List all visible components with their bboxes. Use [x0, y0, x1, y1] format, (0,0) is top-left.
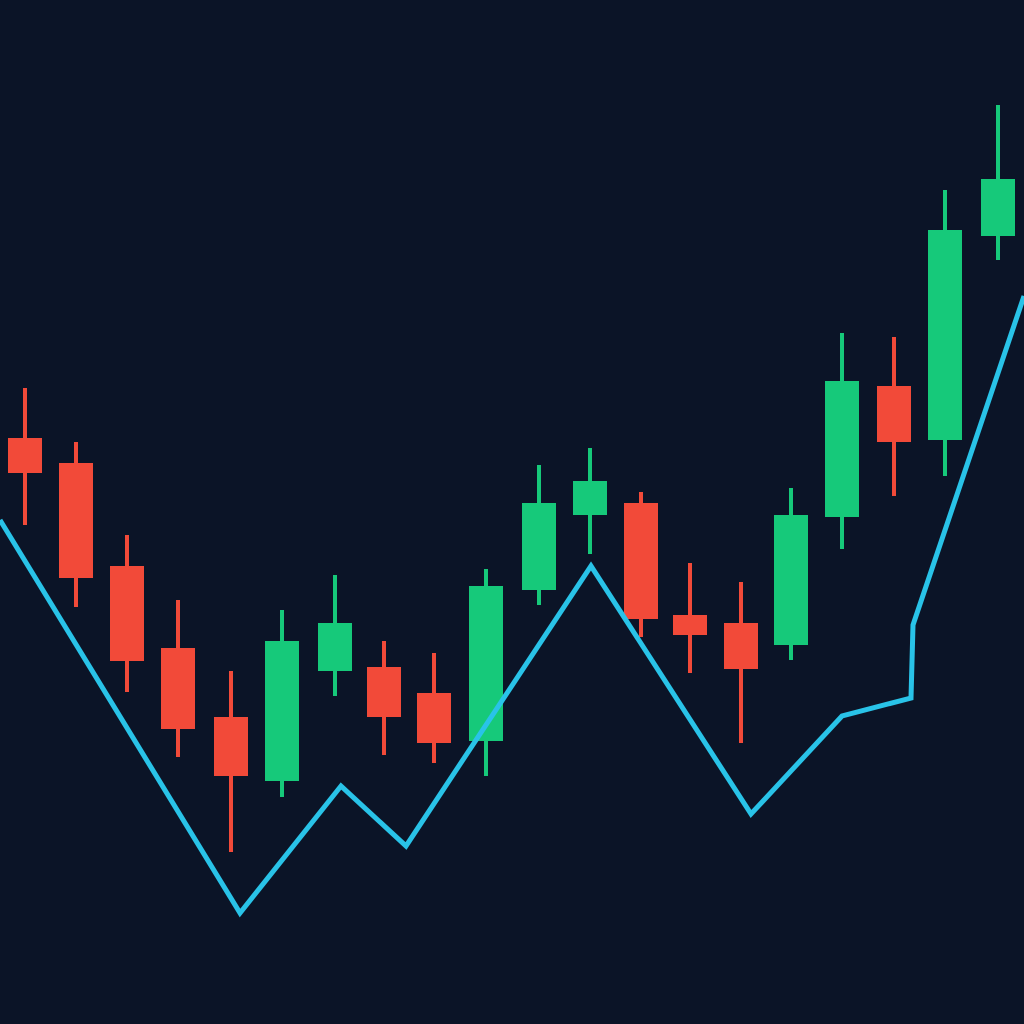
- line: [0, 295, 1024, 918]
- candle-body: [573, 481, 607, 515]
- candle-body: [265, 641, 299, 781]
- candle-body: [673, 615, 707, 635]
- candle-body: [110, 566, 144, 661]
- candle-body: [367, 667, 401, 717]
- candle-body: [624, 503, 658, 619]
- candle-body: [59, 463, 93, 578]
- candle-body: [522, 503, 556, 590]
- candle-body: [724, 623, 758, 669]
- candle-body: [469, 586, 503, 741]
- candle-body: [417, 693, 451, 743]
- candle-body: [214, 717, 248, 776]
- candle-body: [774, 515, 808, 645]
- candle-body: [161, 648, 195, 729]
- candle-body: [825, 381, 859, 517]
- candle-body: [981, 179, 1015, 236]
- candle-body: [318, 623, 352, 671]
- candle-body: [928, 230, 962, 440]
- candle-body: [877, 386, 911, 442]
- candle-body: [8, 438, 42, 473]
